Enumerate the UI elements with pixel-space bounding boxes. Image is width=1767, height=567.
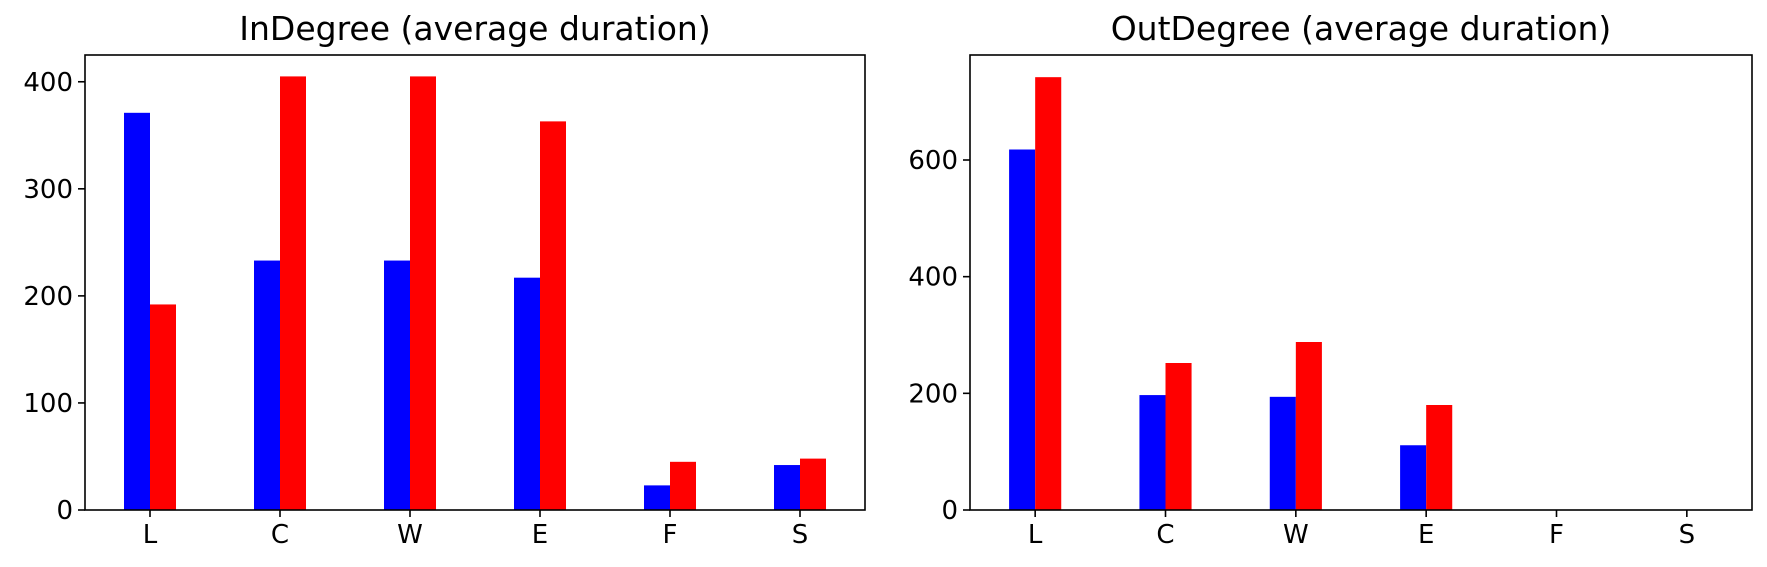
- plot-area-border: [969, 54, 1753, 511]
- y-tick-label: 200: [23, 282, 73, 312]
- y-axis: 0 200 400 600: [908, 146, 970, 526]
- x-tick-label: S: [1679, 520, 1696, 550]
- bar-series-1-l: [150, 304, 176, 510]
- bar-series-0-l: [124, 112, 150, 510]
- bars: [1009, 77, 1453, 511]
- bar-series-1-c: [280, 76, 306, 510]
- y-tick-label: 300: [23, 175, 73, 205]
- x-tick-label: W: [1283, 520, 1309, 550]
- x-tick-label: F: [1549, 520, 1564, 550]
- y-tick-label: 0: [941, 496, 958, 526]
- bar-series-1-e: [1426, 405, 1453, 510]
- y-axis: 0 100 200 300 400: [23, 68, 85, 526]
- bar-series-0-e: [1400, 445, 1427, 510]
- bar-series-0-s: [774, 465, 800, 510]
- bars: [124, 76, 826, 510]
- chart-title: InDegree (average duration): [239, 9, 710, 48]
- bar-series-0-f: [644, 485, 670, 510]
- x-tick-label: E: [532, 520, 548, 550]
- y-tick-label: 400: [23, 68, 73, 98]
- bar-series-1-s: [800, 458, 826, 510]
- x-tick-label: L: [143, 520, 158, 550]
- y-tick-label: 600: [908, 146, 958, 176]
- y-tick-label: 0: [56, 496, 73, 526]
- x-tick-label: C: [271, 520, 289, 550]
- x-tick-label: L: [1028, 520, 1043, 550]
- axes-frame: [84, 54, 866, 511]
- plot-area-border: [84, 54, 866, 511]
- outdegree-chart: OutDegree (average duration) L C W E F S 0 200…: [908, 9, 1753, 550]
- axes-frame: [969, 54, 1753, 511]
- indegree-chart: InDegree (average duration) L C W E F S 0 100 2…: [23, 9, 866, 550]
- x-tick-label: S: [792, 520, 809, 550]
- y-tick-label: 100: [23, 389, 73, 419]
- bar-series-1-e: [540, 121, 566, 510]
- bar-series-0-c: [1139, 395, 1166, 510]
- bar-series-1-w: [1295, 342, 1322, 510]
- chart-title: OutDegree (average duration): [1111, 9, 1612, 48]
- bar-series-0-c: [254, 260, 280, 510]
- x-tick-label: W: [397, 520, 423, 550]
- y-tick-label: 200: [908, 379, 958, 409]
- bar-series-0-w: [1269, 396, 1296, 510]
- x-tick-label: F: [663, 520, 678, 550]
- bar-series-0-l: [1009, 149, 1036, 510]
- bar-series-1-c: [1165, 363, 1192, 510]
- y-tick-label: 400: [908, 263, 958, 293]
- bar-series-1-f: [670, 461, 696, 510]
- bar-series-1-l: [1035, 77, 1062, 511]
- x-tick-label: C: [1156, 520, 1174, 550]
- bar-series-1-w: [410, 76, 436, 510]
- bar-series-0-e: [514, 277, 540, 510]
- x-tick-label: E: [1418, 520, 1434, 550]
- bar-series-0-w: [384, 260, 410, 510]
